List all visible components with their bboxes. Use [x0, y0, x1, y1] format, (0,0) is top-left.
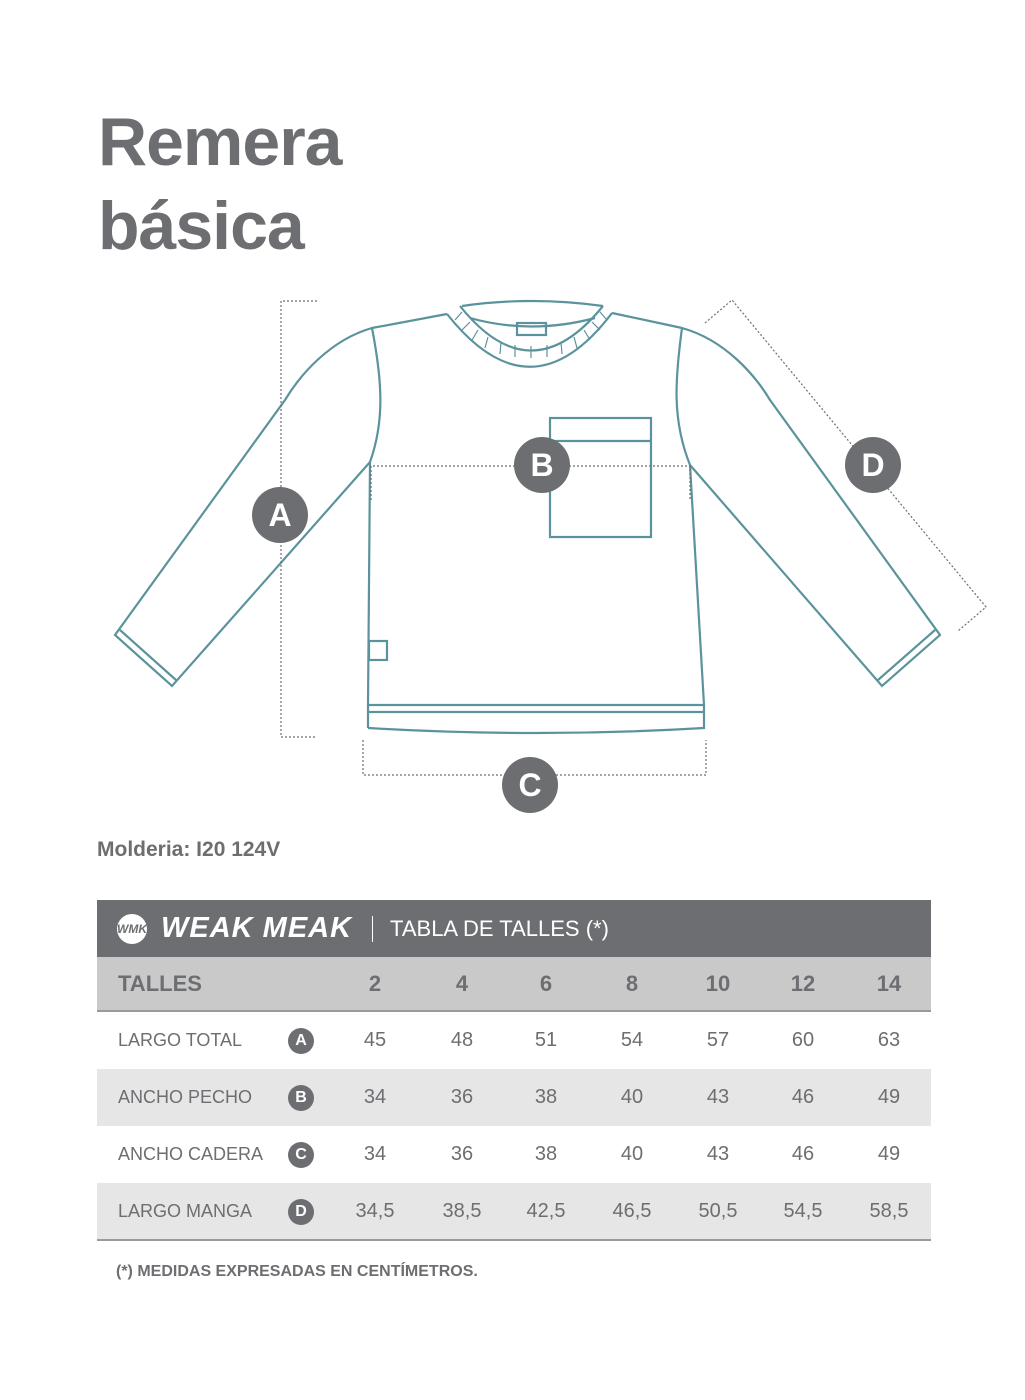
table-cell: 48	[450, 1029, 474, 1051]
table-cell: 46	[791, 1086, 815, 1108]
table-cell: 38,5	[442, 1200, 482, 1222]
row-badge: D	[288, 1199, 314, 1225]
row-label: ANCHO PECHO	[118, 1087, 253, 1107]
svg-text:D: D	[861, 447, 884, 483]
table-cell: 40	[620, 1143, 644, 1165]
table-cell: 36	[450, 1086, 474, 1108]
table-cell: 54,5	[783, 1200, 823, 1222]
table-cell: 49	[877, 1143, 901, 1165]
brand-name: WEAK MEAK	[161, 912, 353, 944]
table-row: LARGO MANGA D 34,5 38,5 42,5 46,5 50,5 54,5 58,5	[97, 1183, 931, 1241]
svg-text:C: C	[518, 767, 541, 803]
badge-d: D	[845, 437, 901, 493]
table-row: ANCHO CADERA C 34 36 38 40 43 46 49	[97, 1126, 931, 1183]
table-cell: 40	[620, 1086, 644, 1108]
table-cell: 34	[363, 1143, 387, 1165]
table-cell: 45	[363, 1029, 387, 1051]
footnote: (*) MEDIDAS EXPRESADAS EN CENTÍMETROS.	[116, 1263, 478, 1280]
row-label: ANCHO CADERA	[118, 1144, 264, 1164]
svg-text:B: B	[530, 447, 553, 483]
molderia-label: Molderia: I20 124V	[97, 838, 281, 861]
title-line-2: básica	[98, 188, 305, 264]
row-badge: B	[288, 1085, 314, 1111]
size-table: WMK WEAK MEAK TABLA DE TALLES (*) TALLES…	[97, 900, 931, 1241]
size-header: 10	[705, 971, 731, 996]
size-header: 4	[455, 971, 469, 996]
size-header: 8	[625, 971, 639, 996]
badge-c: C	[502, 757, 558, 813]
brand-mark-icon: WMK	[117, 913, 147, 944]
tshirt-diagram: A B C D	[113, 299, 987, 813]
row-badge: C	[288, 1142, 314, 1168]
table-cell: 51	[534, 1029, 558, 1051]
row-label: LARGO MANGA	[118, 1201, 253, 1221]
table-cell: 43	[706, 1086, 730, 1108]
table-cell: 34	[363, 1086, 387, 1108]
tshirt-outline	[113, 299, 942, 735]
collar-rib	[454, 311, 608, 358]
sizes-header-row: TALLES 2 4 6 8 10 12 14	[97, 957, 931, 1012]
row-label: LARGO TOTAL	[118, 1030, 243, 1050]
table-cell: 58,5	[869, 1200, 909, 1222]
table-cell: 38	[534, 1086, 558, 1108]
size-header: 14	[876, 971, 902, 996]
table-cell: 54	[620, 1029, 644, 1051]
badge-a: A	[252, 487, 308, 543]
table-cell: 57	[706, 1029, 730, 1051]
brand-logo: WMK WEAK MEAK	[117, 912, 352, 945]
table-cell: 60	[791, 1029, 815, 1051]
size-header: 6	[539, 971, 553, 996]
table-row: ANCHO PECHO B 34 36 38 40 43 46 49	[97, 1069, 931, 1126]
divider	[372, 915, 374, 942]
table-cell: 36	[450, 1143, 474, 1165]
table-cell: 50,5	[698, 1200, 738, 1222]
size-header: 12	[790, 971, 816, 996]
badge-b: B	[514, 437, 570, 493]
title-line-1: Remera	[98, 104, 342, 180]
table-title: TABLA DE TALLES (*)	[390, 915, 609, 941]
table-cell: 49	[877, 1086, 901, 1108]
sizes-header-label: TALLES	[118, 971, 202, 996]
size-header: 2	[368, 971, 382, 996]
table-row: LARGO TOTAL A 45 48 51 54 57 60 63	[97, 1012, 931, 1069]
table-header: WMK WEAK MEAK TABLA DE TALLES (*)	[97, 900, 931, 957]
table-cell: 46,5	[612, 1200, 652, 1222]
table-cell: 38	[534, 1143, 558, 1165]
row-badge: A	[288, 1028, 314, 1054]
table-cell: 46	[791, 1143, 815, 1165]
table-cell: 34,5	[355, 1200, 395, 1222]
page-title: Remera básica	[98, 100, 342, 268]
table-cell: 42,5	[526, 1200, 566, 1222]
table-cell: 63	[877, 1029, 901, 1051]
table-cell: 43	[706, 1143, 730, 1165]
svg-text:A: A	[268, 497, 291, 533]
